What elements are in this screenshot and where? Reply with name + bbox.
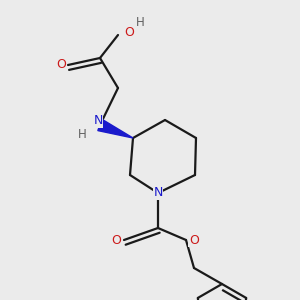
Text: H: H <box>78 128 86 142</box>
Text: N: N <box>153 187 163 200</box>
Text: O: O <box>124 26 134 38</box>
Text: H: H <box>136 16 145 29</box>
Text: O: O <box>189 233 199 247</box>
Polygon shape <box>98 119 133 138</box>
Text: O: O <box>111 233 121 247</box>
Text: N: N <box>93 115 103 128</box>
Text: O: O <box>56 58 66 71</box>
